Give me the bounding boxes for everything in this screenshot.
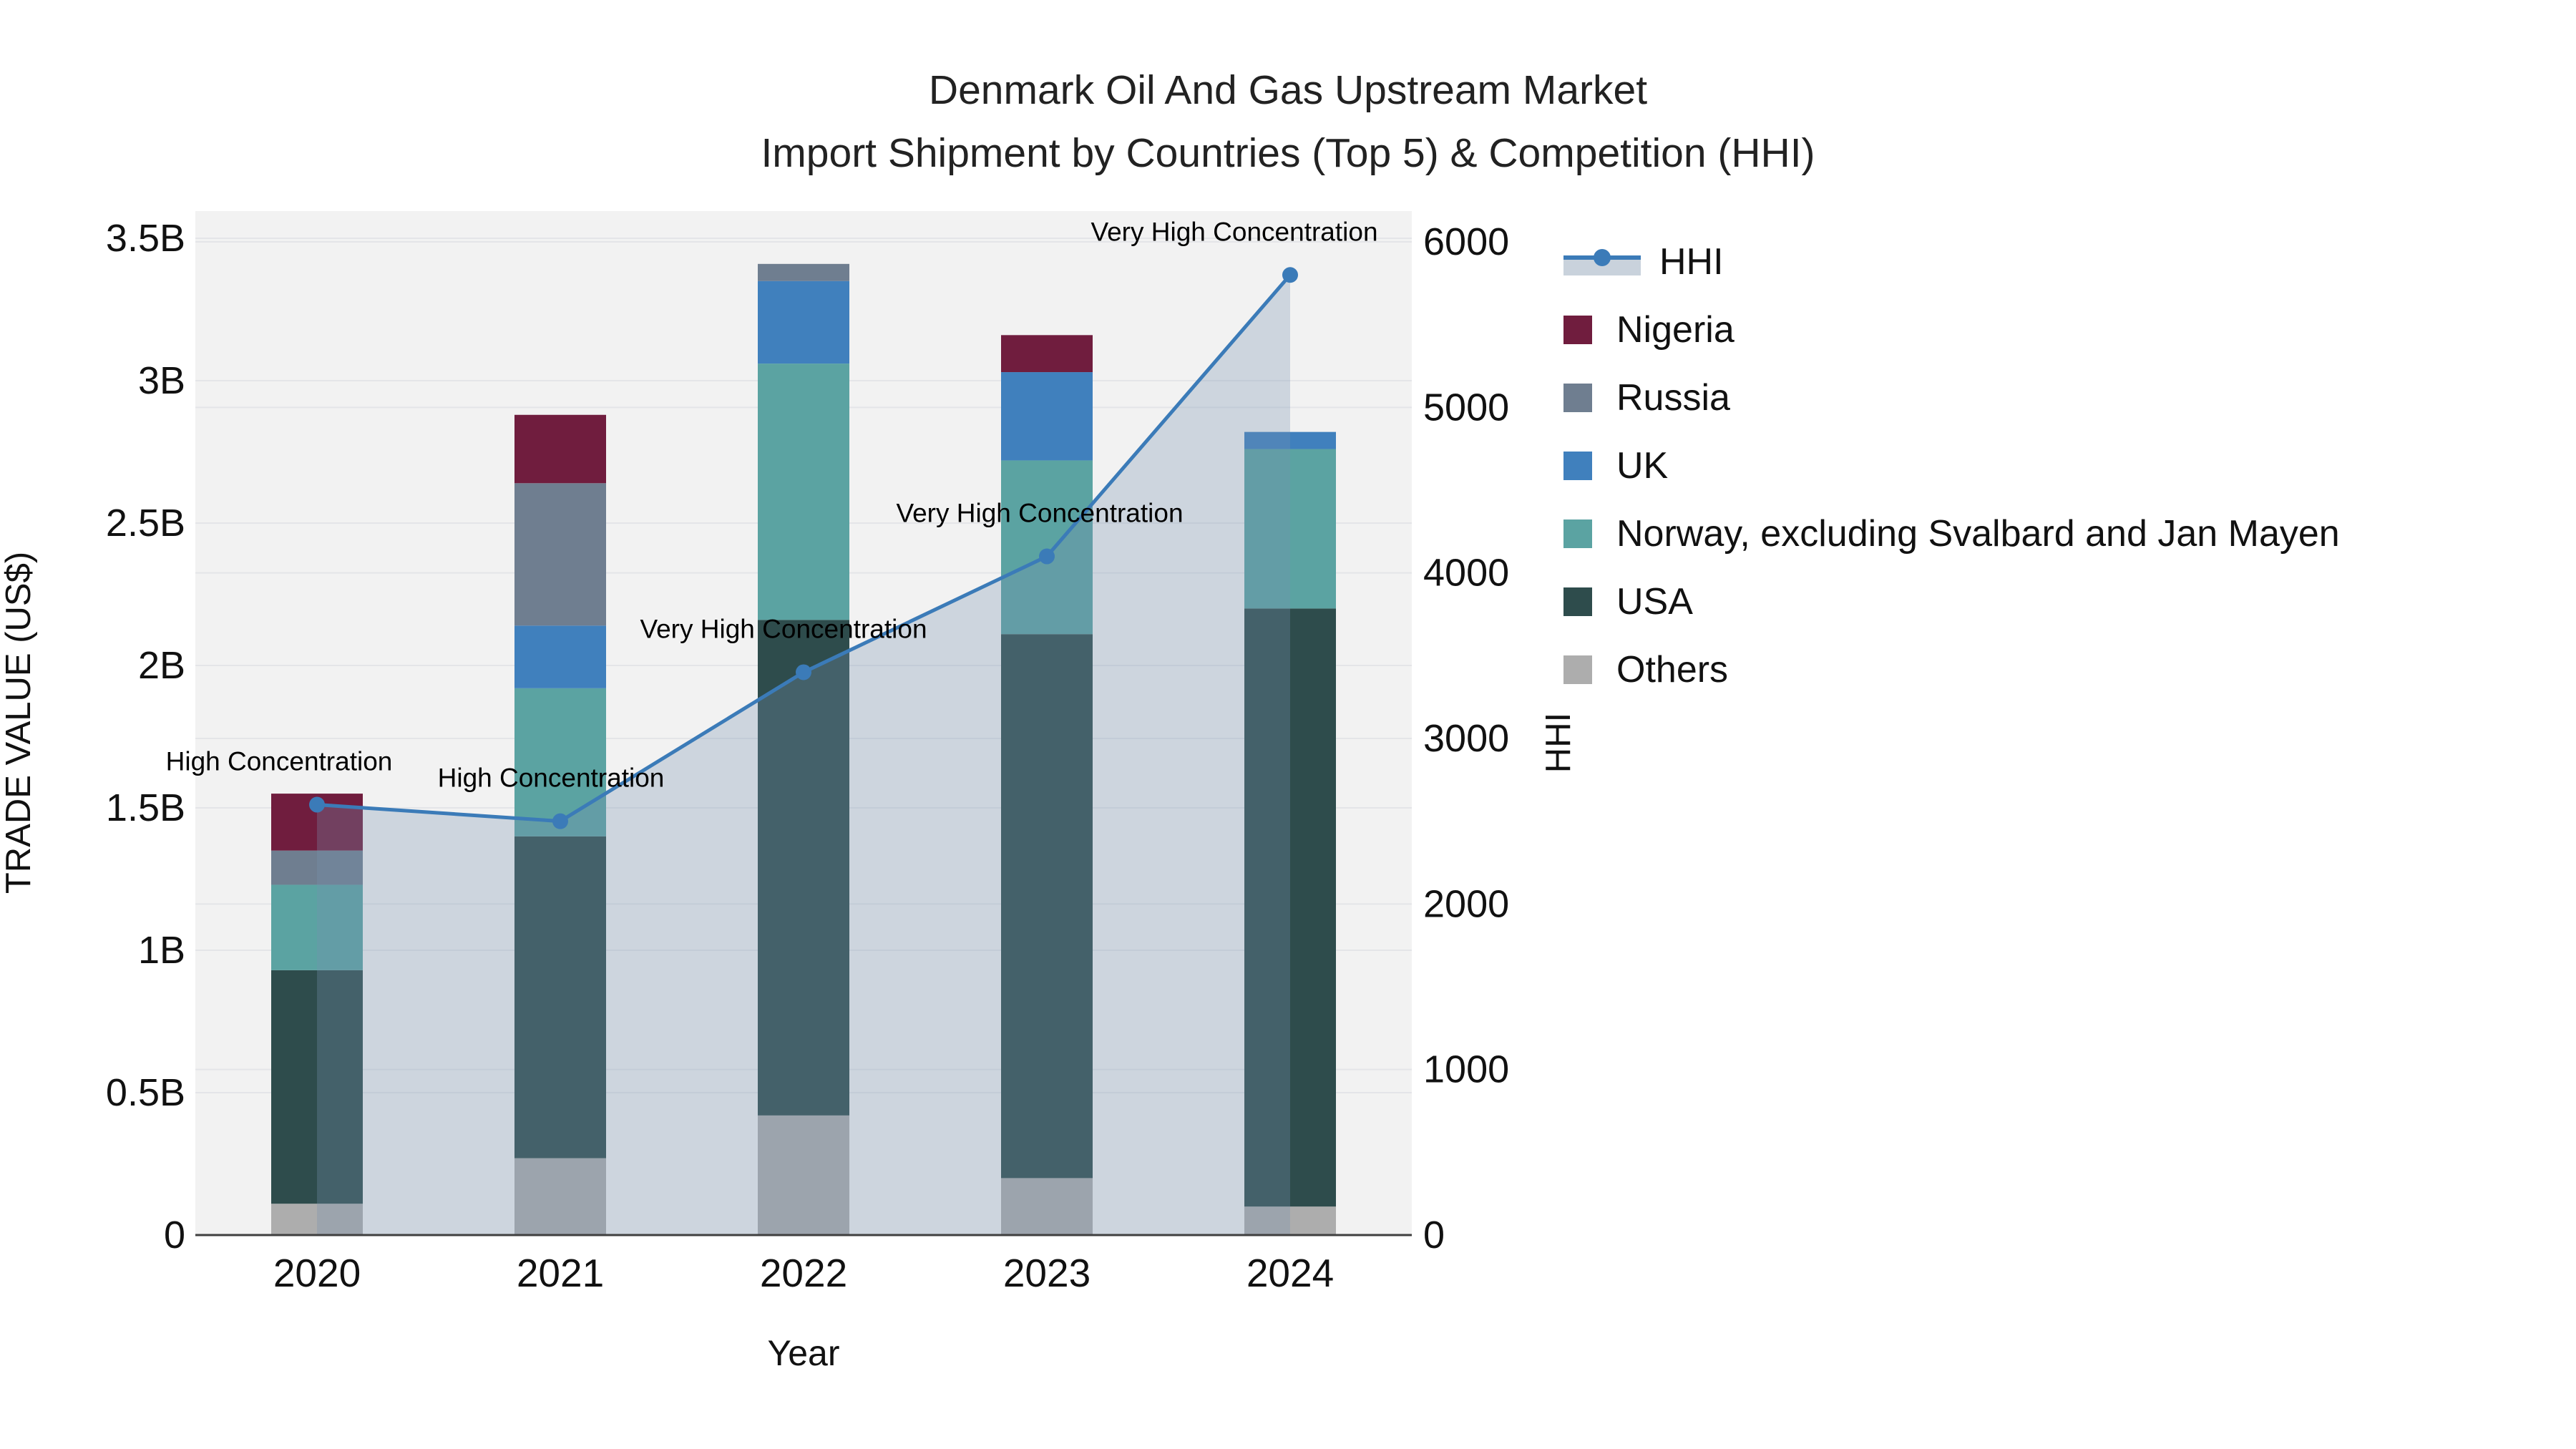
legend-color-swatch-icon [1563,587,1592,616]
y-right-tick-label: 2000 [1423,882,1509,925]
y-left-tick-label: 2.5B [106,502,185,545]
legend-label: Nigeria [1616,308,1735,351]
legend-item-nigeria[interactable]: Nigeria [1563,296,2340,364]
bar-segment-uk[interactable] [514,625,606,688]
bar-segment-russia[interactable] [271,850,363,885]
bar-segment-norway[interactable] [514,688,606,836]
bar-segment-usa[interactable] [1001,634,1093,1179]
y-right-tick-label: 5000 [1423,386,1509,429]
x-tick-label-2023: 2023 [1003,1251,1091,1295]
x-tick-label-2024: 2024 [1246,1251,1334,1295]
bar-segment-usa[interactable] [271,970,363,1204]
legend-item-uk[interactable]: UK [1563,431,2340,499]
y-right-tick-label: 4000 [1423,552,1509,595]
bar-segment-usa[interactable] [514,836,606,1158]
annotation-2024: Very High Concentration [1091,217,1377,246]
legend-label: Russia [1616,376,1730,419]
bar-segment-others[interactable] [1244,1206,1336,1235]
bar-segment-russia[interactable] [514,483,606,626]
bar-segment-russia[interactable] [758,263,849,281]
y-left-tick-label: 3B [138,359,185,402]
legend-color-swatch-icon [1563,519,1592,548]
y-right-tick-label: 1000 [1423,1048,1509,1091]
hhi-line-swatch-icon [1563,245,1641,278]
bar-segment-norway[interactable] [271,884,363,970]
y-right-tick-label: 6000 [1423,220,1509,263]
bar-segment-nigeria[interactable] [514,414,606,484]
x-tick-label-2021: 2021 [517,1251,604,1295]
x-tick-label-2020: 2020 [273,1251,361,1295]
annotation-2022: Very High Concentration [640,614,927,643]
y-right-tick-label: 0 [1423,1214,1445,1257]
hhi-point-2024[interactable] [1282,267,1298,283]
y-right-tick-label: 3000 [1423,717,1509,760]
y-left-tick-label: 3.5B [106,217,185,260]
y-left-tick-label: 1B [138,929,185,972]
legend-label: Norway, excluding Svalbard and Jan Mayen [1616,512,2340,555]
bar-segment-others[interactable] [514,1158,606,1235]
bar-segment-usa[interactable] [1244,608,1336,1207]
bar-segment-others[interactable] [271,1204,363,1235]
hhi-area-fill [317,275,1290,1236]
bar-segment-uk[interactable] [1244,431,1336,449]
x-axis-title: Year [767,1333,840,1373]
legend-color-swatch-icon [1563,315,1592,344]
hhi-point-2020[interactable] [309,796,325,813]
legend-color-swatch-icon [1563,383,1592,412]
bar-segment-uk[interactable] [1001,372,1093,461]
bar-segment-others[interactable] [758,1115,849,1235]
annotation-2023: Very High Concentration [896,499,1183,528]
legend-color-swatch-icon [1563,451,1592,480]
legend-item-others[interactable]: Others [1563,635,2340,703]
bar-segment-uk[interactable] [758,280,849,364]
legend-label: Others [1616,648,1729,691]
y-left-tick-label: 0.5B [106,1071,185,1114]
legend-color-swatch-icon [1563,655,1592,684]
chart-title-line1: Denmark Oil And Gas Upstream Market [928,67,1648,113]
legend: HHI Nigeria Russia UK Norway, excluding Sval… [1563,228,2340,703]
bar-segment-usa[interactable] [758,620,849,1116]
hhi-point-2022[interactable] [796,664,811,680]
legend-item-usa[interactable]: USA [1563,567,2340,635]
y-left-tick-label: 0 [164,1214,185,1257]
legend-label: UK [1616,444,1669,487]
y-left-tick-label: 1.5B [106,786,185,829]
legend-item-norway[interactable]: Norway, excluding Svalbard and Jan Mayen [1563,499,2340,567]
legend-label: HHI [1659,240,1724,283]
bar-segment-nigeria[interactable] [1001,335,1093,373]
hhi-point-2021[interactable] [552,813,568,829]
chart-title-line2: Import Shipment by Countries (Top 5) & C… [761,130,1815,177]
legend-item-russia[interactable]: Russia [1563,364,2340,431]
annotation-2021: High Concentration [438,763,665,793]
bar-segment-norway[interactable] [1244,449,1336,609]
annotation-2020: High Concentration [166,747,393,776]
y-left-tick-label: 2B [138,644,185,687]
bar-segment-norway[interactable] [758,364,849,620]
chart-title: Denmark Oil And Gas Upstream Market Impo… [0,59,2576,185]
x-tick-label-2022: 2022 [760,1251,847,1295]
legend-label: USA [1616,580,1693,623]
legend-item-hhi[interactable]: HHI [1563,228,2340,296]
hhi-point-2023[interactable] [1039,548,1055,565]
bar-segment-norway[interactable] [1001,460,1093,635]
bar-segment-others[interactable] [1001,1178,1093,1235]
